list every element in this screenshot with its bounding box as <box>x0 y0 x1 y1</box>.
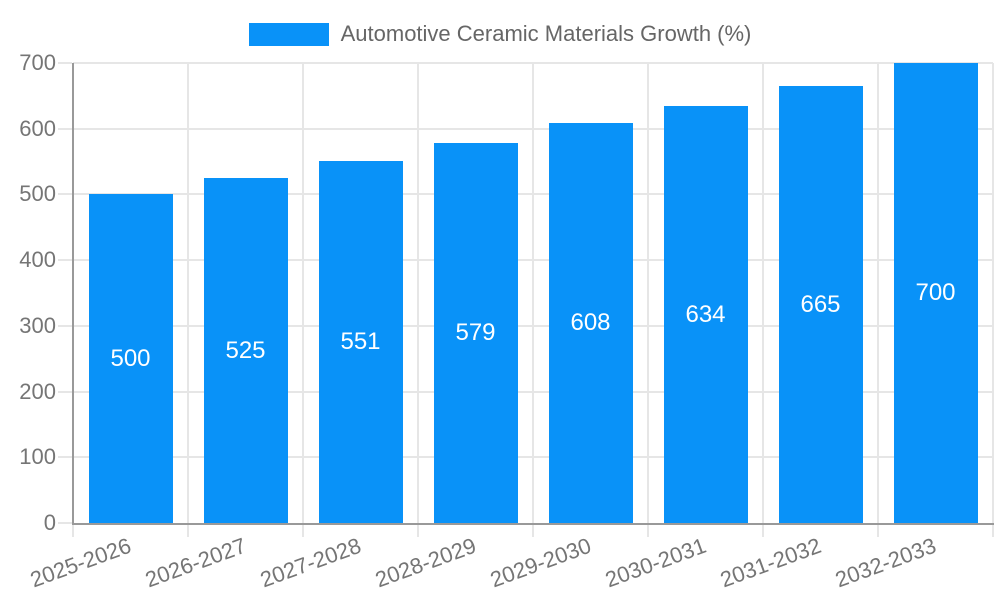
bar-value-label: 700 <box>915 279 956 306</box>
legend[interactable]: Automotive Ceramic Materials Growth (%) <box>0 21 1000 47</box>
x-axis-label: 2028-2029 <box>372 532 480 593</box>
bar[interactable]: 608 <box>548 123 633 523</box>
gridline-vertical <box>532 63 534 523</box>
y-axis-label: 400 <box>19 247 56 273</box>
bar[interactable]: 525 <box>203 178 288 523</box>
x-axis-line <box>72 523 994 525</box>
y-axis-tick <box>58 456 72 459</box>
gridline-vertical <box>992 63 994 523</box>
y-axis-tick <box>58 324 72 327</box>
legend-label: Automotive Ceramic Materials Growth (%) <box>340 21 752 46</box>
x-axis-tick <box>302 525 304 537</box>
y-axis-label: 200 <box>19 378 56 404</box>
x-axis-tick <box>877 525 879 537</box>
bar[interactable]: 500 <box>88 194 173 523</box>
bar-value-label: 634 <box>685 300 726 328</box>
gridline-vertical <box>647 63 649 523</box>
y-axis-tick <box>58 390 72 393</box>
gridline-vertical <box>762 63 764 523</box>
y-axis-label: 700 <box>19 50 56 75</box>
bar[interactable]: 579 <box>433 142 518 523</box>
bar[interactable]: 634 <box>663 106 748 523</box>
x-axis-tick <box>647 525 649 537</box>
bar-value-label: 525 <box>225 336 266 364</box>
gridline-vertical <box>187 63 189 523</box>
y-axis-tick <box>58 259 72 262</box>
gridline-vertical <box>417 63 419 523</box>
gridline-vertical <box>302 63 304 523</box>
bar[interactable]: 700 <box>893 63 978 523</box>
bar[interactable]: 551 <box>318 160 403 523</box>
bar-value-label: 608 <box>570 309 611 337</box>
x-axis-tick <box>187 525 189 537</box>
y-axis-tick <box>58 127 72 130</box>
bar-value-label: 579 <box>455 318 496 346</box>
y-axis-line <box>72 63 74 525</box>
x-axis-tick <box>992 525 994 537</box>
bar[interactable]: 665 <box>778 86 863 523</box>
y-axis-label: 100 <box>19 444 56 470</box>
bar-value-label: 665 <box>800 290 841 318</box>
y-axis-tick <box>58 62 72 64</box>
x-axis-label: 2025-2026 <box>27 532 135 593</box>
x-axis-tick <box>532 525 534 537</box>
x-axis-label: 2026-2027 <box>142 532 250 593</box>
x-axis-label: 2032-2033 <box>832 532 940 593</box>
x-axis-tick <box>762 525 764 537</box>
x-axis-label: 2029-2030 <box>487 532 595 593</box>
y-axis-label: 300 <box>19 312 56 338</box>
y-axis-tick <box>58 522 72 524</box>
x-axis-label: 2031-2032 <box>717 532 825 593</box>
legend-swatch-icon <box>248 22 329 46</box>
x-axis-label: 2027-2028 <box>257 532 365 593</box>
x-axis-tick <box>417 525 419 537</box>
y-axis-label: 600 <box>19 115 56 141</box>
y-axis-tick <box>58 193 72 196</box>
bar-value-label: 500 <box>110 344 151 372</box>
x-axis-label: 2030-2031 <box>602 532 710 593</box>
gridline-vertical <box>877 63 879 523</box>
x-axis-tick <box>72 525 74 537</box>
y-axis-label: 500 <box>19 181 56 207</box>
bar-value-label: 551 <box>340 327 381 355</box>
y-axis-label: 0 <box>43 510 56 535</box>
